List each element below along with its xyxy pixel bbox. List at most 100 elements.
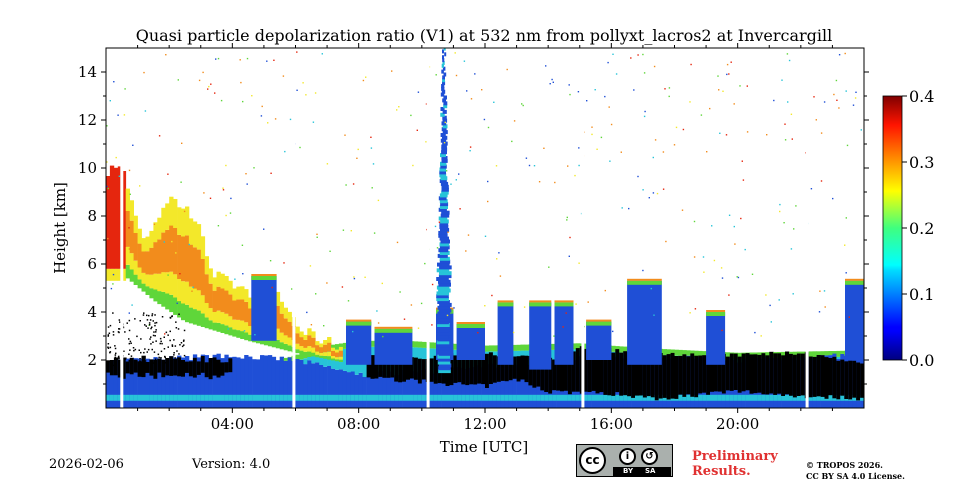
noise-speck — [225, 165, 226, 166]
noise-speck — [378, 322, 379, 323]
cloud-column-top — [555, 302, 574, 306]
noise-speck — [833, 94, 834, 95]
plume-cell — [126, 265, 130, 279]
plume-cell — [146, 275, 150, 287]
surface-band-cell — [351, 395, 355, 401]
noise-speck — [203, 192, 204, 193]
attenuated-cell — [738, 357, 742, 393]
cloud-speck — [140, 320, 142, 322]
mixed-layer-top-cell — [430, 342, 434, 348]
plume-cell — [284, 318, 288, 335]
plume-cell — [221, 289, 225, 313]
mixed-layer-top-cell — [414, 341, 418, 347]
noise-speck — [358, 149, 359, 150]
cloud-column-top — [529, 302, 551, 306]
plume-cell — [149, 275, 153, 289]
cloud-speck — [110, 347, 112, 349]
noise-speck — [591, 127, 592, 128]
plume-cell — [296, 327, 300, 334]
cloud-speck — [184, 355, 186, 357]
high-layer-cell — [110, 166, 114, 269]
noise-speck — [642, 270, 643, 271]
plume-cell — [157, 291, 161, 304]
cloud-speck — [127, 322, 129, 324]
noise-speck — [165, 54, 166, 55]
cloud-column-edge — [529, 300, 551, 302]
noise-speck — [134, 269, 135, 270]
surface-band-cell — [213, 395, 217, 401]
cloud-speck — [178, 353, 180, 355]
plume-cell — [221, 324, 225, 333]
noise-speck — [435, 226, 436, 227]
surface-band-cell — [635, 395, 639, 401]
mixed-layer-top-cell — [489, 345, 493, 351]
aerosol-layer-cell — [315, 362, 319, 408]
attenuated-cell — [832, 357, 836, 399]
noise-speck — [112, 283, 113, 284]
attenuated-cell — [485, 354, 489, 388]
plume-cell — [284, 308, 288, 319]
cloud-speck — [175, 321, 177, 323]
license-strip — [613, 467, 671, 476]
surface-band-cell — [134, 395, 138, 401]
surface-band-cell — [232, 395, 236, 401]
cloud-speck — [183, 363, 185, 365]
plume-cell — [228, 295, 232, 317]
noise-speck — [838, 107, 839, 108]
noise-speck — [604, 96, 605, 97]
cloud-speck — [148, 349, 150, 351]
mixed-layer-top-cell — [675, 350, 679, 356]
data-gap — [427, 48, 430, 408]
attenuated-cell — [821, 355, 825, 397]
noise-speck — [566, 219, 567, 220]
cloud-speck — [154, 314, 156, 316]
plume-cell — [319, 353, 323, 356]
surface-band-cell — [130, 395, 134, 401]
attenuated-cell — [213, 357, 217, 375]
cloud-speck — [179, 344, 181, 346]
noise-speck — [263, 229, 264, 230]
noise-speck — [722, 277, 723, 278]
cloud-speck — [144, 348, 146, 350]
attenuated-cell — [493, 355, 497, 382]
cc-license-badge[interactable]: cc i ↺ BY SA — [576, 444, 673, 477]
plume-cell — [280, 333, 284, 343]
noise-speck — [129, 312, 130, 313]
attenuated-cell — [521, 356, 525, 380]
cloud-speck — [139, 360, 141, 362]
plume-cell — [153, 242, 157, 274]
cloud-speck — [114, 345, 116, 347]
plume-cell — [327, 352, 331, 357]
surface-band-cell — [596, 395, 600, 401]
plume-cell — [319, 344, 323, 348]
noise-speck — [143, 72, 144, 73]
cloud-speck — [115, 348, 117, 350]
plume-cell — [240, 300, 244, 321]
surface-band-cell — [299, 395, 303, 401]
plume-cell — [284, 344, 288, 350]
cloud-column-top — [706, 312, 725, 316]
plume-cell — [311, 338, 315, 348]
aerosol-layer-cell — [386, 376, 390, 408]
surface-band-cell — [138, 395, 142, 401]
attenuated-cell — [836, 361, 840, 400]
attenuated-cell — [698, 356, 702, 394]
noise-speck — [566, 312, 567, 313]
aerosol-layer-cell — [276, 360, 280, 408]
noise-speck — [437, 247, 438, 248]
noise-speck — [291, 288, 292, 289]
plume-cell — [288, 312, 292, 322]
noise-speck — [651, 288, 652, 289]
cloud-speck — [147, 319, 149, 321]
plume-cell — [339, 347, 343, 351]
cloud-speck — [115, 357, 117, 359]
surface-band-cell — [734, 395, 738, 401]
plume-cell — [189, 218, 193, 244]
plume-cell — [157, 239, 161, 273]
plume-cell — [177, 279, 181, 301]
noise-speck — [129, 170, 130, 171]
noise-speck — [694, 256, 695, 257]
surface-band-cell — [572, 395, 576, 401]
x-tick-label: 12:00 — [463, 415, 506, 433]
y-tick-label: 8 — [87, 207, 97, 225]
